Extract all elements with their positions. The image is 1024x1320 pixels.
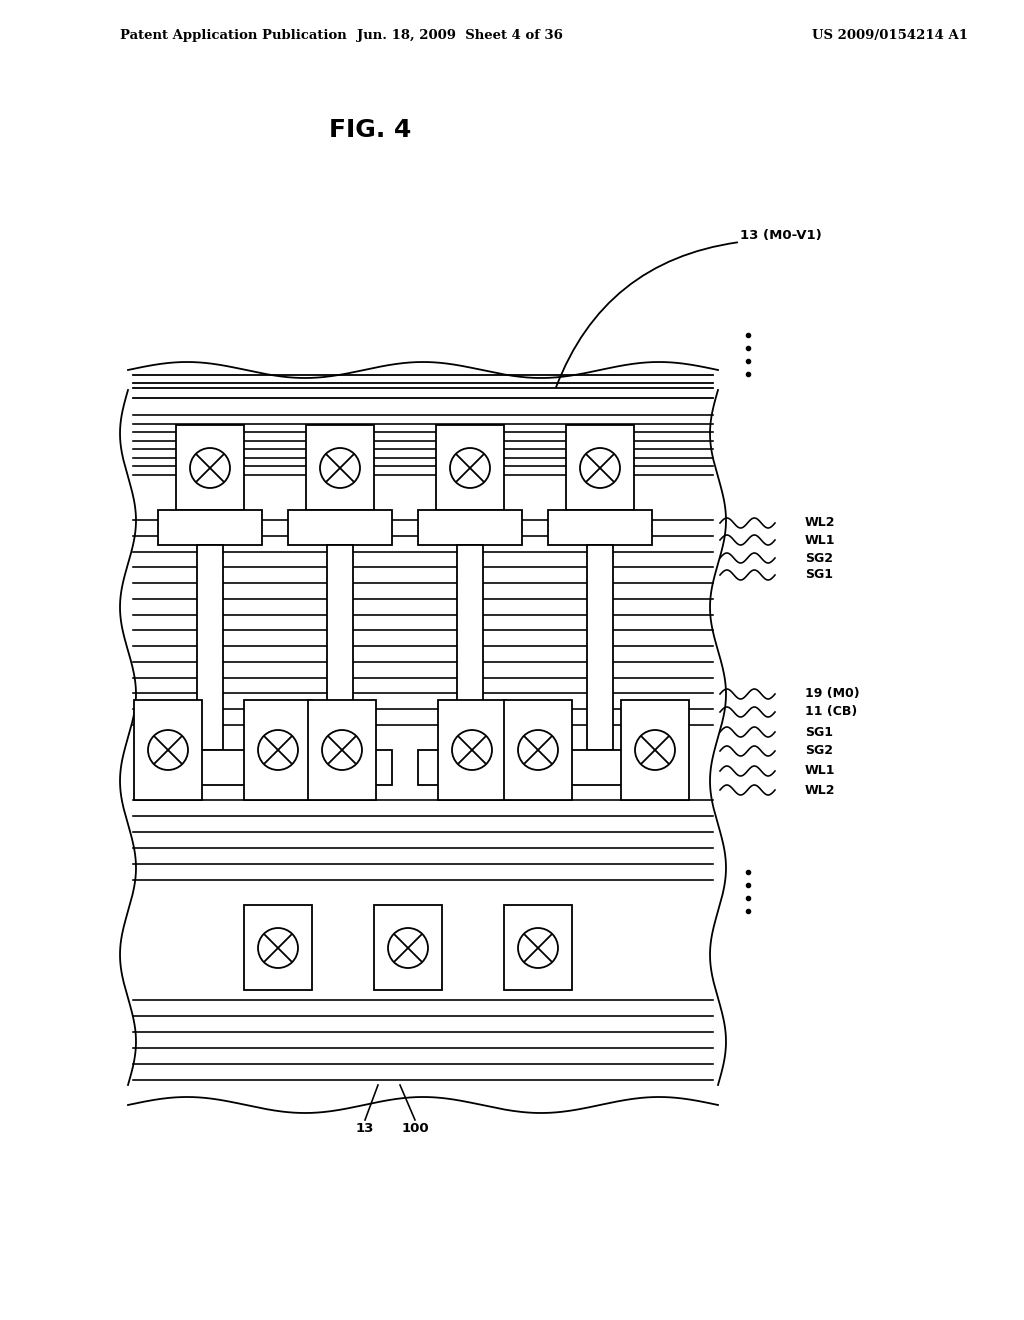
Bar [327, 545, 353, 750]
Text: SG2: SG2 [805, 744, 833, 758]
Text: SG2: SG2 [805, 552, 833, 565]
Text: WL2: WL2 [805, 516, 836, 529]
Bar [436, 425, 504, 510]
Bar [374, 906, 442, 990]
Bar [418, 510, 522, 545]
Bar [621, 700, 689, 800]
Text: WL1: WL1 [805, 764, 836, 777]
Bar [457, 545, 483, 750]
Bar [306, 425, 374, 510]
Bar [197, 545, 223, 750]
Bar [244, 700, 312, 800]
Bar [504, 906, 572, 990]
Text: SG1: SG1 [805, 726, 833, 738]
Text: Patent Application Publication: Patent Application Publication [120, 29, 347, 41]
Bar [288, 750, 392, 785]
Text: 19 (M0): 19 (M0) [805, 688, 859, 701]
Text: Jun. 18, 2009  Sheet 4 of 36: Jun. 18, 2009 Sheet 4 of 36 [357, 29, 563, 41]
Text: 11 (CB): 11 (CB) [805, 705, 857, 718]
Bar [438, 700, 506, 800]
Text: 13: 13 [355, 1122, 374, 1134]
Bar [176, 425, 244, 510]
Text: SG1: SG1 [805, 569, 833, 582]
Text: WL1: WL1 [805, 533, 836, 546]
Bar [244, 906, 312, 990]
Bar [504, 700, 572, 800]
Bar [548, 510, 652, 545]
Bar [548, 750, 652, 785]
Bar [418, 750, 522, 785]
Text: 100: 100 [401, 1122, 429, 1134]
Text: US 2009/0154214 A1: US 2009/0154214 A1 [812, 29, 968, 41]
Text: 13 (M0-V1): 13 (M0-V1) [740, 228, 821, 242]
Bar [566, 425, 634, 510]
Text: WL2: WL2 [805, 784, 836, 796]
Bar [288, 510, 392, 545]
Text: FIG. 4: FIG. 4 [329, 117, 412, 143]
Bar [158, 750, 262, 785]
Bar [308, 700, 376, 800]
Bar [134, 700, 202, 800]
Bar [587, 545, 613, 750]
Bar [158, 510, 262, 545]
